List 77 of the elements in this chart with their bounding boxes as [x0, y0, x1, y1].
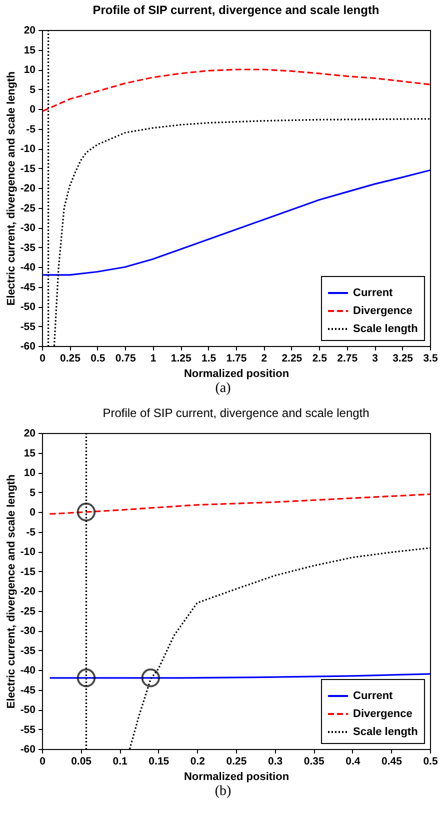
x-tick-label: 3: [372, 352, 378, 364]
x-tick-label: 3.5: [423, 352, 438, 364]
y-axis-title: Electric current, divergence and scale length: [5, 474, 18, 709]
y-tick-label: -35: [20, 242, 36, 254]
y-tick-label: -25: [20, 202, 36, 214]
y-tick-label: -30: [20, 222, 36, 234]
y-tick-label: -40: [20, 262, 36, 274]
y-tick-label: 15: [24, 447, 36, 460]
x-tick-label: 0.5: [90, 352, 106, 364]
y-tick-label: -50: [20, 704, 36, 716]
y-axis-title: Electric current, divergence and scale length: [5, 71, 18, 306]
y-tick-label: -10: [20, 546, 36, 558]
x-tick-label: 0.3: [268, 756, 283, 768]
x-tick-label: 0.5: [423, 756, 438, 768]
x-tick-label: 0.2: [190, 756, 206, 768]
x-tick-label: 1: [150, 352, 156, 364]
x-tick-label: 0.1: [112, 756, 128, 768]
y-tick-label: -35: [20, 644, 36, 657]
y-tick-label: 20: [24, 24, 36, 36]
x-tick-label: 0.25: [226, 756, 247, 768]
y-tick-label: -30: [20, 625, 36, 637]
y-tick-label: -45: [20, 281, 36, 294]
chart-title: Profile of SIP current, divergence and scale length: [102, 406, 370, 420]
y-tick-label: -5: [26, 123, 36, 136]
y-tick-label: -15: [20, 162, 36, 175]
y-tick-label: 10: [24, 64, 36, 76]
x-tick-label: 0: [40, 756, 46, 768]
y-tick-label: -20: [20, 586, 36, 598]
y-tick-label: 5: [30, 84, 36, 96]
y-tick-label: -25: [20, 605, 36, 618]
x-tick-label: 3.25: [392, 352, 414, 364]
legend-label: Current: [353, 690, 394, 702]
y-tick-label: -55: [20, 320, 36, 333]
line-series: [42, 68, 430, 112]
chart-title: Profile of SIP current, divergence and scale length: [92, 3, 380, 17]
x-axis-title: Normalized position: [184, 368, 290, 380]
y-tick-label: -20: [20, 182, 36, 194]
y-tick-label: -60: [20, 340, 36, 352]
x-tick-label: 1.75: [226, 352, 247, 364]
legend-label: Scale length: [353, 726, 418, 738]
x-tick-label: 0.35: [304, 756, 324, 768]
y-tick-label: 5: [30, 486, 36, 499]
text: (b): [214, 784, 232, 801]
y-tick-label: -5: [26, 526, 36, 538]
x-tick-label: 0.15: [148, 756, 170, 768]
x-tick-label: 2.5: [312, 352, 328, 364]
y-tick-label: -55: [20, 724, 36, 736]
x-tick-label: 2: [261, 352, 268, 364]
text: (a): [214, 381, 232, 398]
y-tick-label: -15: [20, 566, 36, 578]
y-tick-label: 15: [24, 44, 36, 56]
y-tick-label: 20: [24, 428, 36, 440]
x-tick-label: 0.4: [346, 756, 360, 768]
legend-label: Scale length: [353, 323, 418, 335]
x-tick-label: 2.25: [282, 352, 302, 364]
line-series: [48, 493, 430, 515]
y-tick-label: -40: [20, 664, 36, 676]
legend-label: Divergence: [353, 708, 412, 720]
y-tick-label: -45: [20, 684, 36, 696]
legend-label: Divergence: [353, 305, 412, 317]
line-series: [42, 169, 430, 276]
x-tick-label: 0.75: [115, 352, 136, 364]
x-tick-label: 0.25: [60, 352, 81, 364]
x-tick-label: 1.25: [170, 352, 192, 364]
y-tick-label: -10: [20, 143, 36, 155]
y-tick-label: 0: [30, 104, 36, 116]
y-tick-label: 10: [24, 467, 36, 479]
x-tick-label: 1.5: [201, 352, 216, 364]
legend-label: Current: [353, 287, 394, 299]
x-axis-title: Normalized position: [184, 771, 290, 783]
x-tick-label: 0: [40, 352, 46, 364]
x-tick-label: 2.75: [337, 352, 358, 364]
y-tick-label: 0: [30, 506, 36, 518]
x-tick-label: 0.45: [381, 756, 402, 768]
y-tick-label: -50: [20, 301, 36, 313]
x-tick-label: 0.05: [71, 756, 92, 768]
y-tick-label: -60: [20, 744, 36, 756]
